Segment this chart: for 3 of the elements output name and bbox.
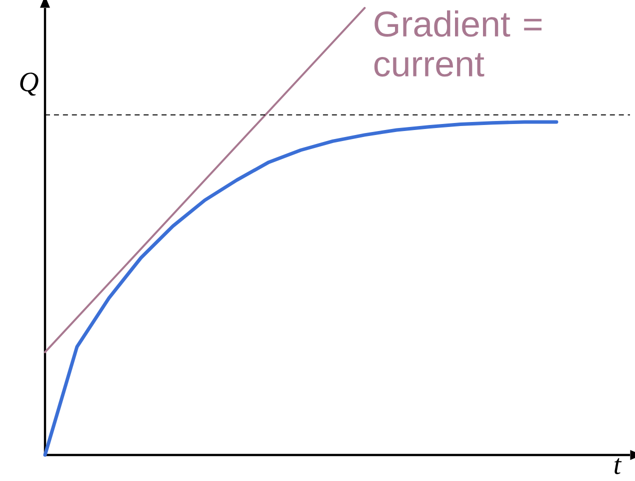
x-axis-title: t <box>614 458 622 474</box>
annotation: Gradient = current <box>374 10 542 77</box>
y-axis-title: Q <box>20 72 38 96</box>
